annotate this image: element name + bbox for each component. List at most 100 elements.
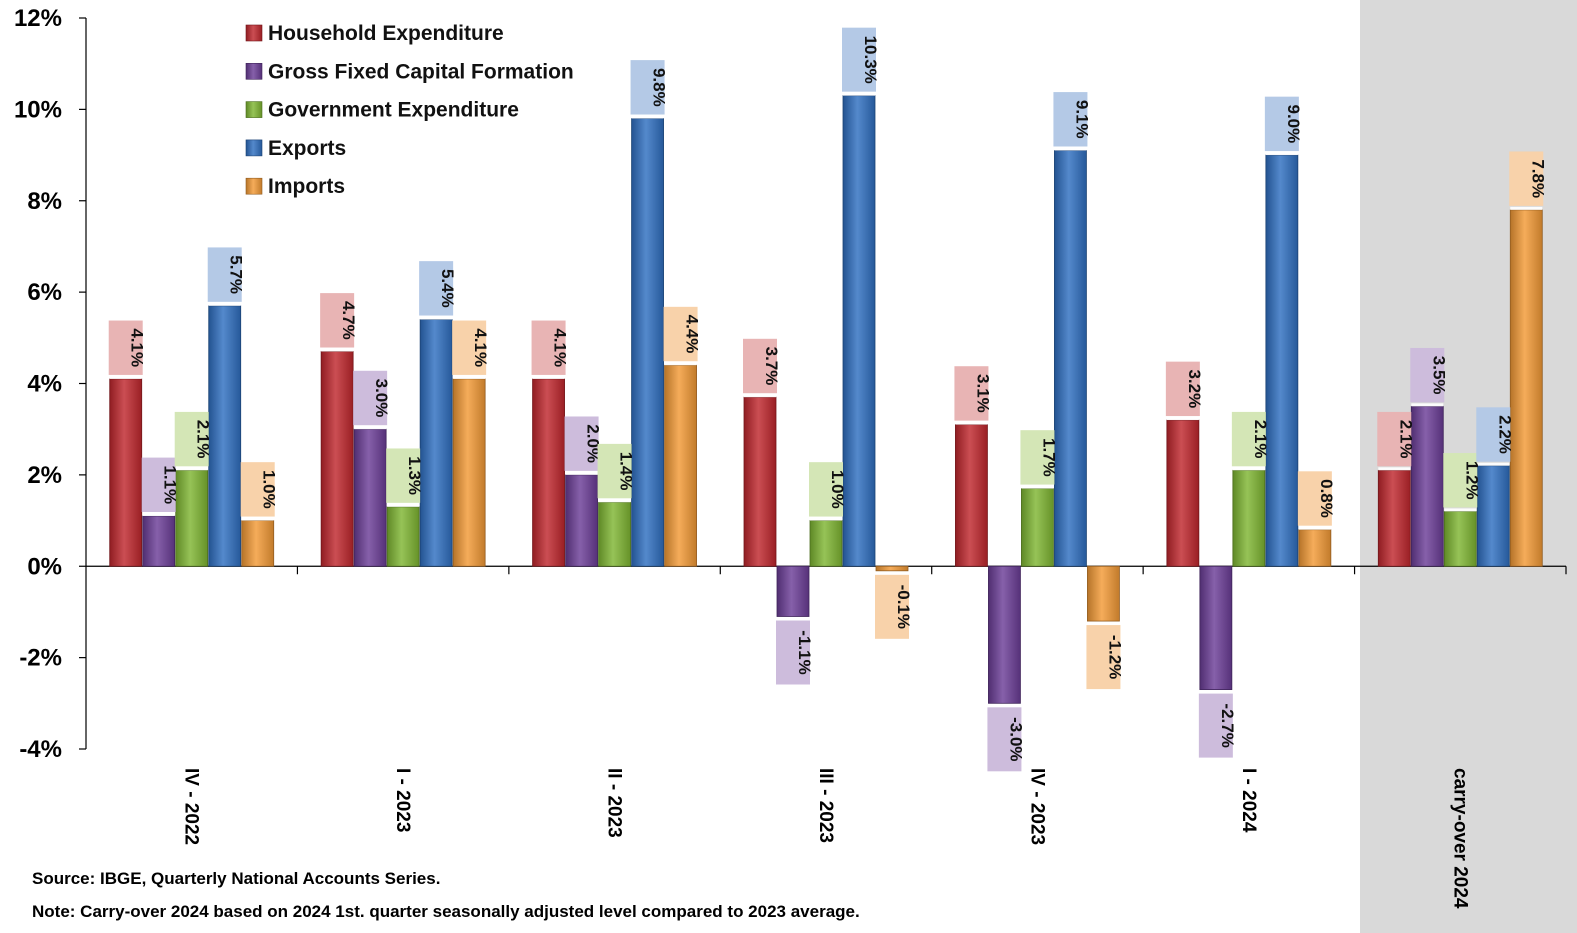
data-label-box (207, 247, 242, 302)
data-label: 2.1% (194, 420, 213, 459)
data-label-box (1231, 411, 1266, 467)
y-tick-label: -2% (19, 645, 62, 672)
data-label: -0.1% (894, 585, 913, 629)
data-label: 4.4% (683, 315, 702, 354)
data-label: 5.7% (227, 255, 246, 294)
data-label: 2.2% (1495, 415, 1514, 454)
data-label: -1.1% (795, 630, 814, 674)
bar-cap (321, 348, 354, 352)
bar-cap (142, 512, 175, 516)
data-label-box (597, 443, 632, 499)
data-label-box (1509, 151, 1544, 206)
data-label: 1.4% (617, 452, 636, 491)
data-label-box (1198, 693, 1233, 758)
data-label-box (1377, 411, 1412, 467)
data-label: 1.2% (1462, 461, 1481, 500)
data-label-box (452, 320, 487, 375)
bar (1443, 511, 1477, 567)
data-label-box (141, 457, 176, 512)
legend-label: Government Expenditure (268, 99, 519, 122)
bar (320, 351, 354, 567)
data-label: 1.1% (161, 465, 180, 504)
bar-cap (598, 499, 631, 503)
data-label-box (353, 370, 388, 426)
bar-cap (1054, 147, 1087, 151)
category-label: II - 2023 (604, 768, 625, 838)
data-label: 2.1% (1251, 420, 1270, 459)
bar-cap (810, 517, 842, 521)
data-label-box (174, 411, 209, 467)
legend-label: Household Expenditure (268, 22, 504, 45)
bar-cap (1298, 526, 1331, 530)
data-label-box (419, 261, 454, 316)
data-label: 3.2% (1185, 369, 1204, 408)
data-label: 3.1% (973, 374, 992, 413)
bar (875, 565, 909, 572)
data-label-box (987, 707, 1022, 772)
bar (1087, 565, 1120, 622)
source-note: Source: IBGE, Quarterly National Account… (32, 869, 440, 888)
legend-label: Gross Fixed Capital Formation (268, 60, 574, 83)
bar (175, 469, 209, 567)
bar-cap (387, 503, 420, 507)
data-label: 5.4% (438, 269, 457, 308)
data-label-box (564, 416, 599, 471)
legend-swatch (245, 62, 263, 80)
bar (1265, 154, 1299, 567)
data-label: 1.0% (828, 470, 847, 509)
bar-cap (955, 421, 988, 425)
data-label-box (531, 320, 566, 375)
data-label: 9.8% (650, 68, 669, 107)
bar-cap (354, 426, 387, 430)
data-label-box (1476, 407, 1511, 462)
bar (631, 118, 664, 567)
data-label-box (320, 293, 355, 348)
data-label-box (875, 574, 909, 639)
data-label: 1.7% (1039, 438, 1058, 477)
bar-cap (1378, 467, 1411, 471)
bar (1199, 565, 1233, 691)
legend-label: Imports (268, 175, 345, 198)
category-label: I - 2023 (392, 768, 413, 832)
bar-cap (241, 517, 274, 521)
bar (1509, 209, 1543, 567)
data-label-box (743, 338, 777, 394)
bar (988, 565, 1021, 704)
category-label: I - 2024 (1238, 768, 1259, 833)
bar (1377, 469, 1411, 567)
data-label-box (842, 27, 876, 92)
data-label: 4.7% (339, 301, 358, 340)
data-label-box (240, 462, 275, 517)
bar (565, 474, 598, 567)
y-tick-label: 10% (14, 96, 62, 123)
data-label-box (1264, 96, 1299, 152)
bar-cap (453, 375, 486, 379)
data-label: 2.1% (1396, 420, 1415, 459)
data-label: 4.1% (551, 328, 570, 367)
bar-cap (532, 375, 565, 379)
legend-swatch (245, 101, 263, 118)
bar (142, 515, 176, 567)
bar (353, 428, 387, 567)
bar-cap (1021, 485, 1054, 489)
bar (532, 378, 565, 567)
bar (419, 319, 453, 567)
data-label: 0.8% (1317, 479, 1336, 518)
y-tick-label: 12% (14, 5, 62, 32)
data-label: 10.3% (861, 36, 880, 84)
bar (1476, 465, 1510, 567)
data-label: 3.0% (372, 379, 391, 418)
bar-cap (1166, 417, 1199, 421)
bar (842, 95, 876, 567)
bar (1298, 529, 1332, 567)
bar-cap (843, 92, 875, 96)
data-label-box (776, 620, 810, 685)
bar (1054, 150, 1087, 567)
data-label-box (108, 320, 143, 375)
bar (109, 378, 143, 567)
data-label-box (1020, 430, 1055, 485)
bar-cap (1411, 403, 1444, 407)
y-tick-label: 6% (27, 279, 62, 306)
data-label-box (1410, 347, 1445, 403)
